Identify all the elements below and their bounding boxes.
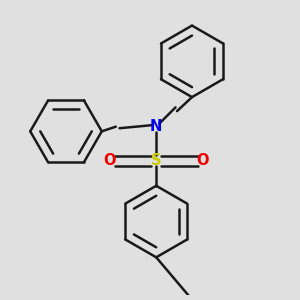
- Text: N: N: [150, 119, 162, 134]
- Text: S: S: [151, 153, 161, 168]
- Text: O: O: [103, 153, 116, 168]
- Text: O: O: [196, 153, 209, 168]
